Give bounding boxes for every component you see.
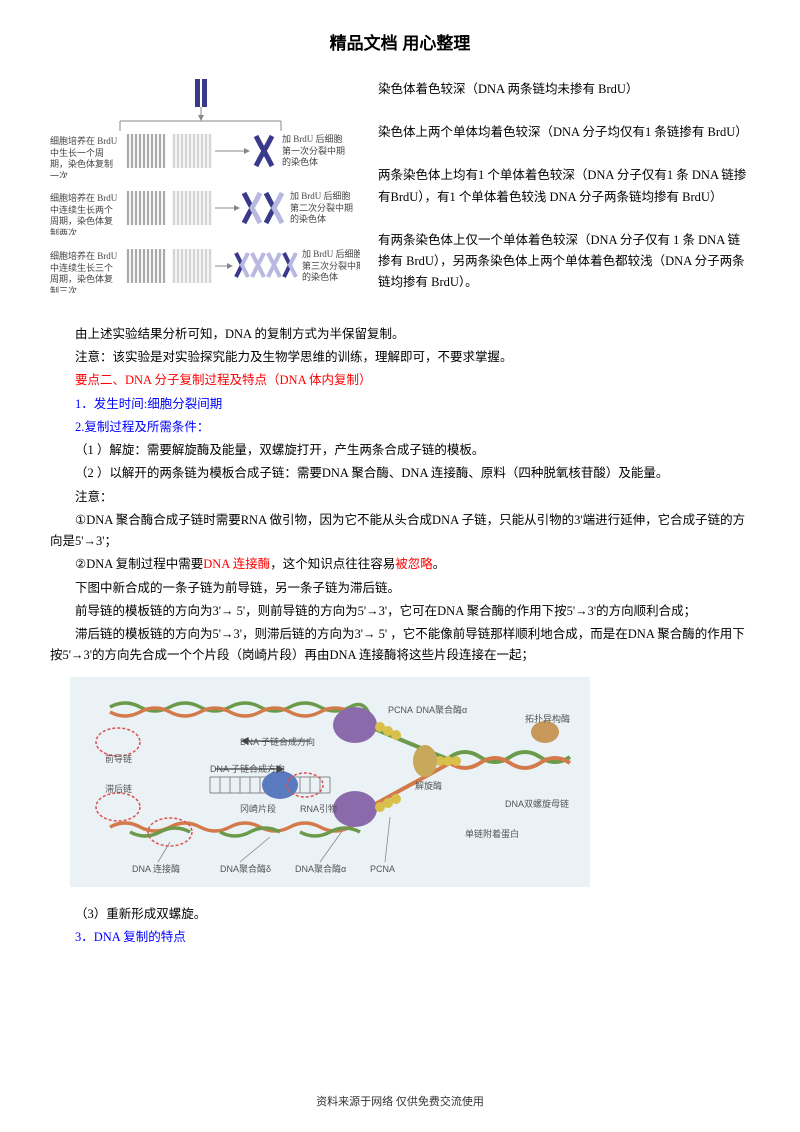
body-text-2: （3）重新形成双螺旋。 3．DNA 复制的特点 — [50, 904, 750, 949]
label-lag: 滞后链 — [105, 783, 132, 794]
top-section: 细胞培养在 BrdU 中生长一个周期，染色体复制一次 — [50, 79, 750, 316]
diag-right-3: 加 BrdU 后细胞第三次分裂中期的染色体 — [302, 249, 360, 284]
diag-left-3: 细胞培养在 BrdU 中连续生长三个周期，染色体复制三次 — [50, 251, 120, 293]
para-5: 2.复制过程及所需条件： — [50, 417, 750, 438]
diag-right-1: 加 BrdU 后细胞第一次分裂中期的染色体 — [282, 134, 350, 169]
note-1: 染色体着色较深（DNA 两条链均未掺有 BrdU） — [378, 79, 750, 100]
note-2: 染色体上两个单体均着色较深（DNA 分子均仅有1 条链掺有 BrdU） — [378, 122, 750, 143]
para-12: 前导链的模板链的方向为3'→ 5'，则前导链的方向为5'→3'，它可在DNA 聚… — [50, 601, 750, 622]
diag-left-2: 细胞培养在 BrdU 中连续生长两个周期，染色体复制两次 — [50, 193, 120, 235]
chromosome-svg: 细胞培养在 BrdU 中生长一个周期，染色体复制一次 — [50, 79, 360, 309]
para-3: 要点二、DNA 分子复制过程及特点（DNA 体内复制） — [50, 370, 750, 391]
label-okazaki: 冈崎片段 — [240, 803, 276, 814]
para-2: 注意：该实验是对实验探究能力及生物学思维的训练，理解即可，不要求掌握。 — [50, 347, 750, 368]
label-rnase: RNA引物 — [300, 803, 337, 814]
para-9: ①DNA 聚合酶合成子链时需要RNA 做引物，因为它不能从头合成DNA 子链，只… — [50, 510, 750, 553]
body-text: 由上述实验结果分析可知，DNA 的复制方式为半保留复制。 注意：该实验是对实验探… — [50, 324, 750, 667]
para-10: ②DNA 复制过程中需要DNA 连接酶，这个知识点往往容易被忽略。 — [50, 554, 750, 575]
para-11: 下图中新合成的一条子链为前导链，另一条子链为滞后链。 — [50, 578, 750, 599]
replication-diagram: PCNA DNA聚合酶α DNA 子链合成方向 前导链 DNA 子链合成方向 滞… — [70, 677, 750, 894]
para-15: 3．DNA 复制的特点 — [50, 927, 750, 948]
page-footer: 资料来源于网络 仅供免费交流使用 — [0, 1093, 800, 1112]
label-lead: 前导链 — [105, 753, 132, 764]
right-notes: 染色体着色较深（DNA 两条链均未掺有 BrdU） 染色体上两个单体均着色较深（… — [378, 79, 750, 316]
note-4: 有两条染色体上仅一个单体着色较深（DNA 分子仅有 1 条 DNA 链掺有 Br… — [378, 230, 750, 294]
label-ssbp: 单链附着蛋白 — [465, 828, 519, 839]
page-title: 精品文档 用心整理 — [50, 30, 750, 59]
p10a: ②DNA 复制过程中需要 — [75, 557, 203, 571]
brdu-diagram: 细胞培养在 BrdU 中生长一个周期，染色体复制一次 — [50, 79, 360, 316]
label-heli: 解旋酶 — [415, 780, 442, 791]
para-8: 注意： — [50, 487, 750, 508]
replication-svg: PCNA DNA聚合酶α DNA 子链合成方向 前导链 DNA 子链合成方向 滞… — [70, 677, 590, 887]
diag-left-1: 细胞培养在 BrdU 中生长一个周期，染色体复制一次 — [50, 136, 120, 178]
para-7: （2 ）以解开的两条链为模板合成子链：需要DNA 聚合酶、DNA 连接酶、原料（… — [50, 463, 750, 484]
para-14: （3）重新形成双螺旋。 — [50, 904, 750, 925]
label-topo: 拓扑异构酶 — [525, 713, 570, 724]
label-polya-2: DNA聚合酶α — [295, 863, 346, 874]
para-1: 由上述实验结果分析可知，DNA 的复制方式为半保留复制。 — [50, 324, 750, 345]
label-mother: DNA双螺旋母链 — [505, 798, 569, 809]
p10c: ，这个知识点往往容易 — [270, 557, 395, 571]
p10d: 被忽略 — [395, 557, 433, 571]
label-pcna-2: PCNA — [370, 864, 395, 874]
para-4: 1．发生时间:细胞分裂间期 — [50, 394, 750, 415]
p10b: DNA 连接酶 — [203, 557, 270, 571]
note-3: 两条染色体上均有1 个单体着色较深（DNA 分子仅有1 条 DNA 链掺有Brd… — [378, 165, 750, 208]
label-polyd-2: DNA聚合酶δ — [220, 863, 271, 874]
p10e: 。 — [433, 557, 446, 571]
diag-right-2: 加 BrdU 后细胞第二次分裂中期的染色体 — [290, 191, 358, 226]
page-container: 精品文档 用心整理 细胞培养在 BrdU 中生长一个周期，染色体复制一次 — [0, 0, 800, 970]
label-pcna-1: PCNA — [388, 705, 413, 715]
para-6: （1 ）解旋：需要解旋酶及能量，双螺旋打开，产生两条合成子链的模板。 — [50, 440, 750, 461]
para-13: 滞后链的模板链的方向为5'→3'，则滞后链的方向为3'→ 5' ，它不能像前导链… — [50, 624, 750, 667]
label-ligase: DNA 连接酶 — [132, 863, 180, 874]
label-polya-1: DNA聚合酶α — [416, 704, 467, 715]
